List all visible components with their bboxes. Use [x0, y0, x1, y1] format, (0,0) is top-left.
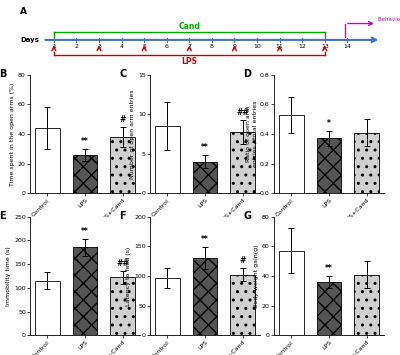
Text: Cand: Cand [178, 22, 200, 31]
Bar [230, 275, 255, 335]
Text: D: D [243, 69, 251, 78]
Y-axis label: Number of open arm entries: Number of open arm entries [130, 89, 135, 179]
Text: #: # [240, 256, 246, 265]
Y-axis label: Immobility time (s): Immobility time (s) [6, 246, 11, 306]
Y-axis label: Ratio of open arm
entries / total entries: Ratio of open arm entries / total entrie… [246, 101, 257, 167]
Bar [193, 258, 217, 335]
Text: 9: 9 [232, 44, 236, 49]
Bar [35, 128, 60, 193]
Bar [73, 247, 97, 335]
Text: E: E [0, 211, 6, 220]
Text: Days: Days [20, 37, 39, 43]
Bar [73, 155, 97, 193]
Text: C: C [119, 69, 126, 78]
Bar [317, 282, 341, 335]
Text: F: F [119, 211, 126, 220]
Text: 10: 10 [253, 44, 261, 49]
Text: 13: 13 [321, 44, 329, 49]
Bar [155, 278, 180, 335]
Text: #: # [120, 115, 126, 124]
Bar [279, 115, 304, 193]
Bar [110, 278, 135, 335]
Text: 5: 5 [142, 44, 146, 49]
Bar [354, 132, 379, 193]
Text: 2: 2 [74, 44, 78, 49]
Text: LPS: LPS [181, 58, 197, 66]
Bar [193, 162, 217, 193]
Text: 12: 12 [298, 44, 306, 49]
Text: ##: ## [116, 259, 129, 268]
Text: 3: 3 [97, 44, 101, 49]
Text: A: A [20, 7, 27, 16]
Text: B: B [0, 69, 6, 78]
Text: 14: 14 [344, 44, 351, 49]
Bar [110, 137, 135, 193]
Text: **: ** [201, 235, 209, 244]
Bar [230, 132, 255, 193]
Text: *: * [327, 119, 331, 128]
Bar [279, 251, 304, 335]
Text: 6: 6 [165, 44, 169, 49]
Bar [155, 126, 180, 193]
Text: Behavioral tests: Behavioral tests [378, 17, 400, 22]
Text: 11: 11 [276, 44, 284, 49]
Text: **: ** [325, 264, 333, 273]
Bar [354, 274, 379, 335]
Bar [317, 138, 341, 193]
Text: 8: 8 [210, 44, 214, 49]
Text: 4: 4 [120, 44, 124, 49]
Bar [35, 281, 60, 335]
Text: **: ** [201, 143, 209, 152]
Text: G: G [243, 211, 251, 220]
Text: ##: ## [236, 108, 249, 117]
Text: **: ** [81, 137, 89, 146]
Y-axis label: Body weight gain(g): Body weight gain(g) [254, 244, 259, 308]
Text: **: ** [81, 227, 89, 236]
Text: 7: 7 [187, 44, 191, 49]
Y-axis label: Latency to feed (s): Latency to feed (s) [126, 246, 131, 306]
Y-axis label: Time spent in the open arms (%): Time spent in the open arms (%) [10, 82, 15, 186]
Text: 1: 1 [52, 44, 56, 49]
